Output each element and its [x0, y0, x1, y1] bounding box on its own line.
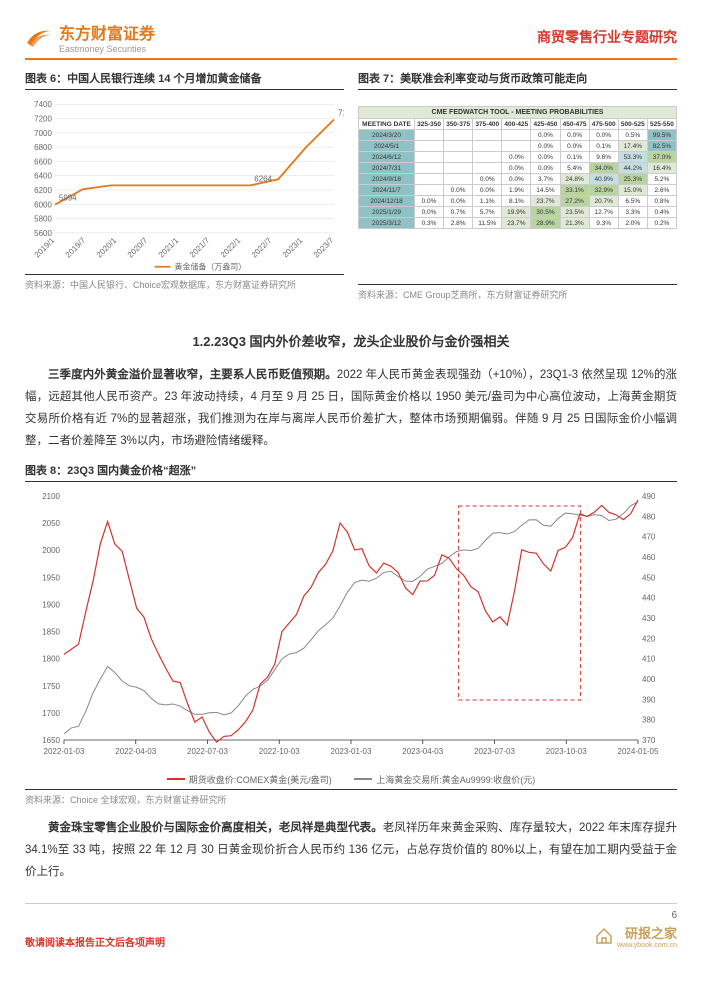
svg-text:450: 450	[642, 574, 656, 583]
svg-text:6264: 6264	[254, 174, 272, 183]
svg-text:1750: 1750	[42, 682, 60, 691]
svg-text:440: 440	[642, 594, 656, 603]
legend2-label: 上海黄金交易所:黄金Au9999:收盘价(元)	[376, 773, 535, 786]
logo-block: 东方财富证券 Eastmoney Securities	[25, 20, 155, 54]
svg-text:2023-01-03: 2023-01-03	[331, 747, 372, 756]
paragraph-1: 三季度内外黄金溢价显著收窄，主要系人民币贬值预期。2022 年人民币黄金表现强劲…	[25, 365, 677, 452]
page-header: 东方财富证券 Eastmoney Securities 商贸零售行业专题研究	[25, 20, 677, 60]
svg-text:2050: 2050	[42, 519, 60, 528]
svg-text:黄金储备（万盎司）: 黄金储备（万盎司）	[175, 262, 247, 271]
chart6-title: 图表 6：中国人民银行连续 14 个月增加黄金储备	[25, 70, 344, 90]
svg-text:410: 410	[642, 655, 656, 664]
chart7-block: 图表 7：美联准会利率变动与货币政策可能走向 CME FEDWATCH TOOL…	[358, 70, 677, 301]
logo-text-cn: 东方财富证券	[59, 20, 155, 44]
para1-bold: 三季度内外黄金溢价显著收窄，主要系人民币贬值预期。	[48, 369, 337, 381]
svg-text:1700: 1700	[42, 709, 60, 718]
svg-text:430: 430	[642, 614, 656, 623]
svg-text:480: 480	[642, 513, 656, 522]
chart8-block: 图表 8：23Q3 国内黄金价格“超涨” 1650 1700 1750 1800 185…	[25, 462, 677, 806]
chart7-title: 图表 7：美联准会利率变动与货币政策可能走向	[358, 70, 677, 90]
svg-text:2022-07-03: 2022-07-03	[187, 747, 228, 756]
svg-text:1950: 1950	[42, 574, 60, 583]
logo-icon	[25, 25, 53, 49]
page-number: 6	[595, 910, 677, 921]
svg-text:6000: 6000	[34, 200, 52, 209]
chart8-title: 图表 8：23Q3 国内黄金价格“超涨”	[25, 462, 677, 482]
fed-table-title: CME FEDWATCH TOOL - MEETING PROBABILITIE…	[358, 106, 677, 118]
svg-text:460: 460	[642, 553, 656, 562]
svg-text:7000: 7000	[34, 129, 52, 138]
svg-text:6800: 6800	[34, 143, 52, 152]
svg-text:470: 470	[642, 533, 656, 542]
header-title: 商贸零售行业专题研究	[537, 27, 677, 47]
logo-text-en: Eastmoney Securities	[59, 44, 155, 54]
svg-text:1650: 1650	[42, 736, 60, 745]
svg-text:400: 400	[642, 675, 656, 684]
svg-text:2022-04-03: 2022-04-03	[115, 747, 156, 756]
watermark-text: 研报之家	[617, 923, 677, 942]
chart8-canvas: 1650 1700 1750 1800 1850 1900 1950 2000 2050 2100…	[25, 488, 677, 768]
page-footer: 敬请阅读本报告正文后各项声明 6 研报之家 www.ybook.com.cn	[25, 903, 677, 949]
watermark: 研报之家 www.ybook.com.cn	[595, 923, 677, 949]
svg-text:2022/7: 2022/7	[250, 235, 274, 259]
svg-text:6200: 6200	[34, 186, 52, 195]
svg-text:7187: 7187	[338, 108, 344, 117]
svg-text:5994: 5994	[59, 194, 77, 203]
svg-text:2019/7: 2019/7	[64, 235, 88, 259]
svg-text:2024-01-05: 2024-01-05	[618, 747, 659, 756]
svg-text:6600: 6600	[34, 157, 52, 166]
para2-bold: 黄金珠宝零售企业股价与国际金价高度相关，老凤祥是典型代表。	[48, 822, 383, 834]
section-heading: 1.2.23Q3 国内外价差收窄，龙头企业股价与金价强相关	[25, 331, 677, 350]
chart7-canvas: CME FEDWATCH TOOL - MEETING PROBABILITIE…	[358, 96, 677, 281]
chart8-source: 资料来源：Choice 全球宏观，东方财富证券研究所	[25, 789, 677, 806]
svg-text:7200: 7200	[34, 115, 52, 124]
svg-text:2000: 2000	[42, 547, 60, 556]
svg-text:1900: 1900	[42, 601, 60, 610]
watermark-url: www.ybook.com.cn	[617, 942, 677, 949]
svg-text:2019/1: 2019/1	[33, 235, 57, 259]
chart6-canvas: 5600580060006200640066006800700072007400…	[25, 96, 344, 271]
legend1-label: 期货收盘价:COMEX黄金(美元/盎司)	[189, 773, 332, 786]
svg-text:7400: 7400	[34, 100, 52, 109]
svg-text:370: 370	[642, 736, 656, 745]
svg-text:5800: 5800	[34, 215, 52, 224]
paragraph-2: 黄金珠宝零售企业股价与国际金价高度相关，老凤祥是典型代表。老凤祥历年来黄金采购、…	[25, 818, 677, 884]
svg-text:2020/1: 2020/1	[95, 235, 119, 259]
fed-table: MEETING DATE325-350350-375375-400400-425…	[358, 118, 677, 229]
house-icon	[595, 927, 613, 945]
chart6-source: 资料来源：中国人民银行、Choice宏观数据库，东方财富证券研究所	[25, 274, 344, 291]
svg-text:490: 490	[642, 492, 656, 501]
chart8-legend: 期货收盘价:COMEX黄金(美元/盎司) 上海黄金交易所:黄金Au9999:收盘…	[25, 772, 677, 786]
svg-text:2020/7: 2020/7	[126, 235, 150, 259]
svg-text:380: 380	[642, 716, 656, 725]
svg-text:420: 420	[642, 635, 656, 644]
svg-text:1800: 1800	[42, 655, 60, 664]
svg-text:2100: 2100	[42, 492, 60, 501]
chart7-source: 资料来源：CME Group芝商所，东方财富证券研究所	[358, 284, 677, 301]
svg-text:1850: 1850	[42, 628, 60, 637]
svg-text:2023/1: 2023/1	[281, 235, 305, 259]
chart6-block: 图表 6：中国人民银行连续 14 个月增加黄金储备 56005800600062…	[25, 70, 344, 301]
svg-text:2023-04-03: 2023-04-03	[402, 747, 443, 756]
svg-text:2022-01-03: 2022-01-03	[44, 747, 85, 756]
svg-text:2023-10-03: 2023-10-03	[546, 747, 587, 756]
svg-text:2023-07-03: 2023-07-03	[474, 747, 515, 756]
svg-text:2023/7: 2023/7	[312, 235, 336, 259]
svg-text:2022-10-03: 2022-10-03	[259, 747, 300, 756]
svg-text:2021/7: 2021/7	[188, 235, 212, 259]
footer-disclaimer: 敬请阅读本报告正文后各项声明	[25, 934, 165, 949]
svg-text:2022/1: 2022/1	[219, 235, 243, 259]
svg-text:6400: 6400	[34, 172, 52, 181]
svg-text:2021/1: 2021/1	[157, 235, 181, 259]
svg-text:390: 390	[642, 696, 656, 705]
